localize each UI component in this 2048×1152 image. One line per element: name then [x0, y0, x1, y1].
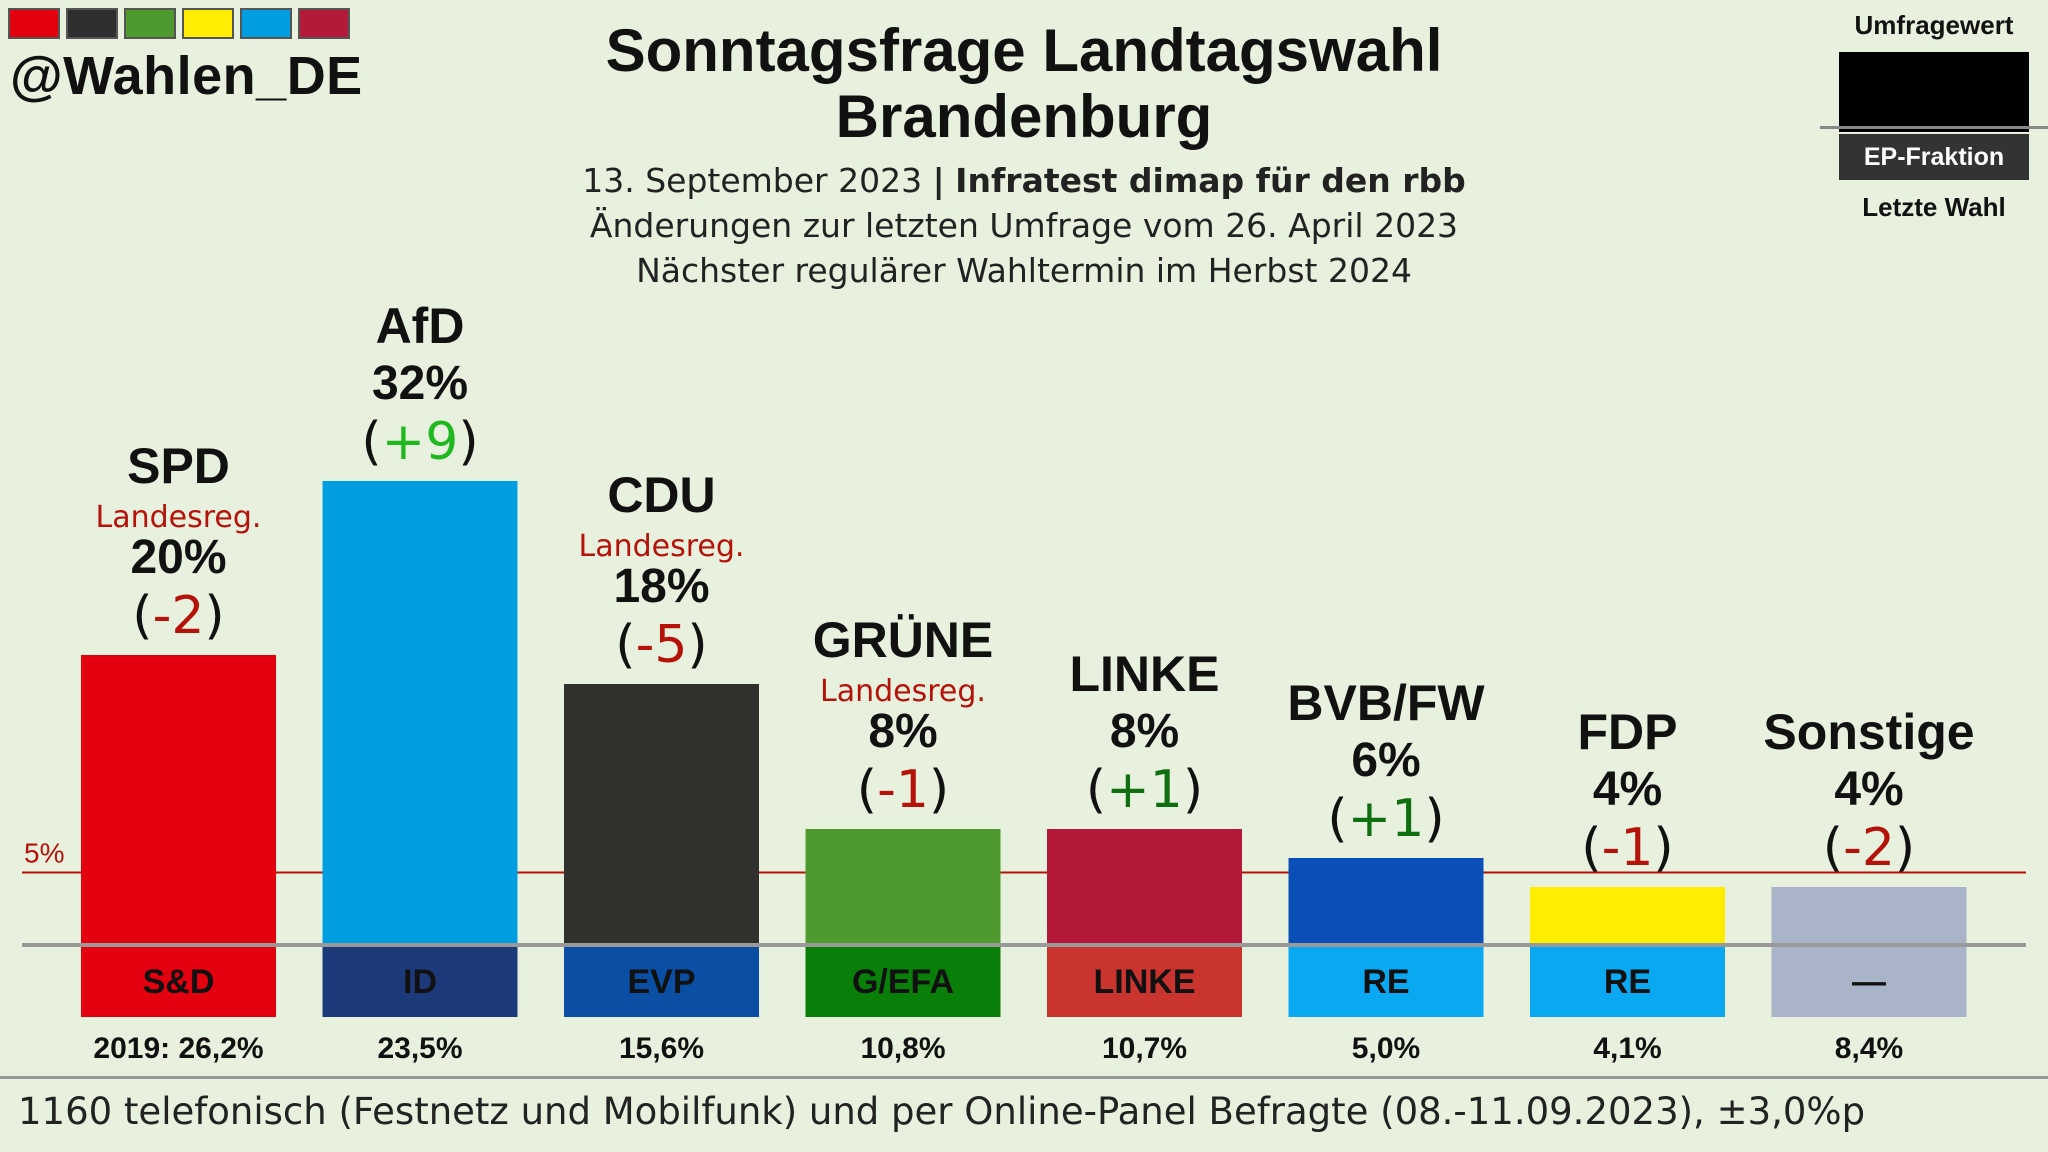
change-label: (+1) — [1086, 760, 1203, 820]
value-label: 8% — [868, 705, 937, 758]
title-line-2: Brandenburg — [835, 83, 1213, 150]
ep-group-box — [1047, 945, 1242, 1017]
ep-group-box — [564, 945, 759, 1017]
last-election-value: 23,5% — [377, 1032, 462, 1065]
threshold-label: 5% — [24, 838, 64, 869]
bar-afd — [322, 481, 518, 945]
bar-linke — [1047, 829, 1242, 945]
change-value: -2 — [153, 586, 205, 646]
legend-last-election-label: Letzte Wahl — [1862, 192, 2006, 222]
flag-stripe — [182, 8, 234, 39]
value-label: 18% — [613, 560, 709, 613]
change-label: (-2) — [132, 586, 224, 646]
ep-group-box — [1530, 945, 1725, 1017]
ep-group-box — [1288, 945, 1484, 1017]
change-label: (-5) — [615, 615, 707, 675]
party-name: SPD — [127, 438, 230, 494]
last-election-value: 4,1% — [1593, 1032, 1661, 1065]
methodology-footnote: 1160 telefonisch (Festnetz und Mobilfunk… — [18, 1090, 1866, 1133]
bar-fdp — [1530, 887, 1725, 945]
bar-bvbfw — [1288, 858, 1484, 945]
flag-stripe — [124, 8, 176, 39]
flag-stripe — [240, 8, 292, 39]
poll-date: 13. September 2023 — [582, 161, 923, 200]
footer-divider — [0, 1076, 2048, 1079]
party-name: FDP — [1578, 704, 1678, 760]
last-election-value: 5,0% — [1352, 1032, 1420, 1065]
flag-stripe — [8, 8, 60, 39]
title-line-1: Sonntagsfrage Landtagswahl — [605, 17, 1443, 84]
party-name: CDU — [607, 467, 715, 523]
ep-group-label: RE — [1604, 963, 1651, 1001]
bar-cdu — [564, 684, 759, 945]
value-label: 20% — [130, 531, 226, 584]
ep-group-label: ID — [403, 963, 437, 1001]
value-label: 32% — [372, 357, 468, 410]
ep-group-label: G/EFA — [852, 963, 954, 1001]
subtitle-date-line: 13. September 2023 | Infratest dimap für… — [0, 158, 2048, 203]
ep-group-label: — — [1852, 963, 1886, 1001]
bar-grne — [805, 829, 1001, 945]
party-name: GRÜNE — [813, 612, 994, 668]
change-value: +1 — [1106, 760, 1183, 820]
change-label: (-2) — [1823, 818, 1915, 878]
change-value: +1 — [1348, 789, 1425, 849]
bar-sonstige — [1771, 887, 1967, 945]
change-label: (-1) — [857, 760, 949, 820]
ep-group-label: RE — [1362, 963, 1409, 1001]
value-label: 4% — [1834, 763, 1903, 816]
ep-group-box — [805, 945, 1001, 1017]
legend-divider — [1820, 126, 2048, 129]
last-election-value: 10,7% — [1102, 1032, 1187, 1065]
legend-poll-value-label: Umfragewert — [1854, 10, 2014, 40]
party-name: AfD — [376, 298, 465, 354]
change-value: -1 — [877, 760, 929, 820]
value-label: 8% — [1110, 705, 1179, 758]
government-label: Landesreg. — [579, 529, 745, 564]
flag-stripe — [66, 8, 118, 39]
poll-institute: Infratest dimap für den rbb — [955, 161, 1466, 200]
next-election-note: Nächster regulärer Wahltermin im Herbst … — [636, 251, 1412, 290]
government-label: Landesreg. — [820, 674, 986, 709]
party-name: Sonstige — [1763, 704, 1974, 760]
change-label: (+1) — [1327, 789, 1444, 849]
changes-note: Änderungen zur letzten Umfrage vom 26. A… — [589, 206, 1459, 245]
subtitle-separator: | — [932, 161, 945, 200]
government-label: Landesreg. — [96, 500, 262, 535]
subtitle: 13. September 2023 | Infratest dimap für… — [0, 158, 2048, 293]
change-value: +9 — [382, 412, 459, 472]
change-label: (-1) — [1581, 818, 1673, 878]
party-name: LINKE — [1070, 646, 1220, 702]
page-title: Sonntagsfrage Landtagswahl Brandenburg — [0, 18, 2048, 150]
party-name: BVB/FW — [1287, 675, 1485, 731]
last-election-value: 8,4% — [1835, 1032, 1903, 1065]
last-election-value: 2019: 26,2% — [93, 1032, 263, 1065]
ep-group-box — [1771, 945, 1967, 1017]
bar-spd — [81, 655, 276, 945]
ep-group-box — [81, 945, 276, 1017]
flag-stripes — [8, 8, 356, 39]
legend-bar-swatch — [1839, 52, 2029, 132]
last-election-value: 10,8% — [860, 1032, 945, 1065]
value-label: 4% — [1593, 763, 1662, 816]
change-value: -2 — [1843, 818, 1895, 878]
ep-group-label: EVP — [627, 963, 695, 1001]
ep-group-box — [322, 945, 518, 1017]
value-label: 6% — [1351, 734, 1420, 787]
twitter-handle: @Wahlen_DE — [10, 46, 363, 106]
change-label: (+9) — [361, 412, 478, 472]
legend-ep-group-label: EP-Fraktion — [1839, 134, 2029, 180]
ep-group-label: LINKE — [1094, 963, 1196, 1001]
change-value: -5 — [636, 615, 688, 675]
change-value: -1 — [1602, 818, 1654, 878]
last-election-value: 15,6% — [619, 1032, 704, 1065]
legend: Umfragewert EP-Fraktion Letzte Wahl — [1820, 8, 2048, 224]
flag-stripe — [298, 8, 350, 39]
ep-group-label: S&D — [143, 963, 215, 1001]
